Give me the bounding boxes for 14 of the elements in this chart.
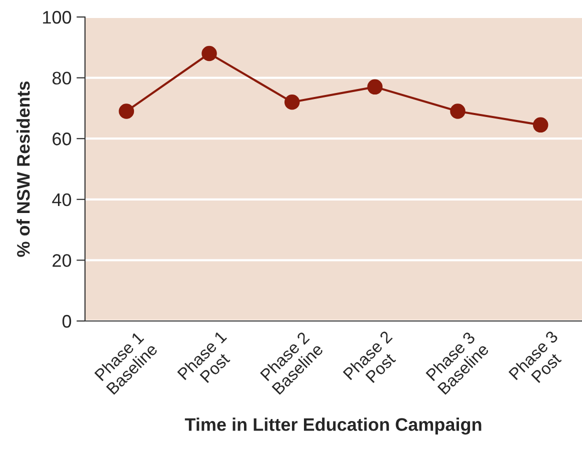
y-axis-title: % of NSW Residents — [16, 81, 30, 257]
y-tick-label: 60 — [52, 132, 72, 146]
point — [532, 117, 548, 133]
point — [202, 46, 217, 62]
y-tick-label: 20 — [52, 254, 72, 267]
point — [118, 104, 134, 119]
point — [450, 104, 466, 119]
y-tick-label: 40 — [52, 193, 72, 206]
point — [284, 94, 300, 110]
y-tick-label: 100 — [43, 10, 72, 24]
x-axis-title: Time in Litter Education Campaign — [184, 418, 482, 435]
point — [367, 79, 383, 95]
y-tick-label: 0 — [62, 314, 72, 328]
y-tick-label: 80 — [52, 72, 72, 85]
